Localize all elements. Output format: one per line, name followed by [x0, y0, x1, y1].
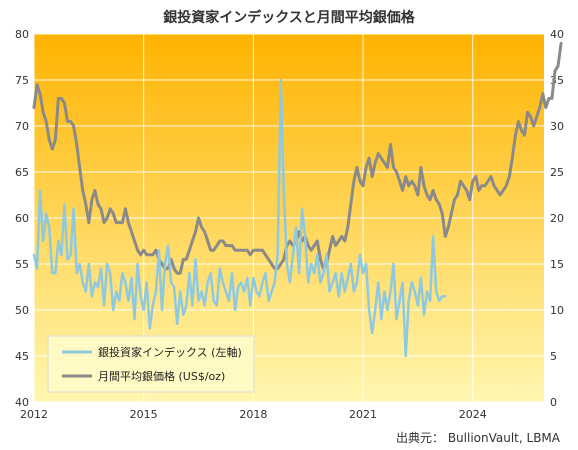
- y-left-tick-label: 50: [15, 304, 29, 317]
- y-right-tick-label: 10: [550, 304, 564, 317]
- y-right-tick-label: 5: [550, 350, 557, 363]
- y-right-tick-label: 0: [550, 396, 557, 409]
- y-left-tick-label: 65: [15, 166, 29, 179]
- y-right-tick-label: 25: [550, 166, 564, 179]
- legend-label-price: 月間平均銀価格 (US$/oz): [98, 369, 225, 383]
- y-left-tick-label: 55: [15, 258, 29, 271]
- y-left-tick-label: 75: [15, 74, 29, 87]
- chart-title: 銀投資家インデックスと月間平均銀価格: [163, 9, 416, 26]
- y-right-tick-label: 20: [550, 212, 564, 225]
- y-left-tick-label: 70: [15, 120, 29, 133]
- y-right-tick-label: 30: [550, 120, 564, 133]
- y-left-tick-label: 80: [15, 28, 29, 41]
- y-left-tick-label: 40: [15, 396, 29, 409]
- series-layer: [32, 41, 563, 358]
- legend-label-index: 銀投資家インデックス (左軸): [98, 345, 242, 359]
- y-left-tick-label: 45: [15, 350, 29, 363]
- x-tick-label: 2021: [349, 408, 377, 421]
- x-tick-label: 2018: [239, 408, 267, 421]
- y-right-tick-label: 40: [550, 28, 564, 41]
- legend-box: [47, 335, 255, 393]
- source-note: 出典元： BullionVault, LBMA: [396, 431, 561, 445]
- y-left-tick-label: 60: [15, 212, 29, 225]
- legend: 銀投資家インデックス (左軸) 月間平均銀価格 (US$/oz): [47, 335, 255, 393]
- x-tick-label: 2012: [20, 408, 48, 421]
- x-tick-label: 2024: [459, 408, 487, 421]
- series-line-index: [32, 78, 447, 358]
- y-right-tick-label: 15: [550, 258, 564, 271]
- x-tick-label: 2015: [130, 408, 158, 421]
